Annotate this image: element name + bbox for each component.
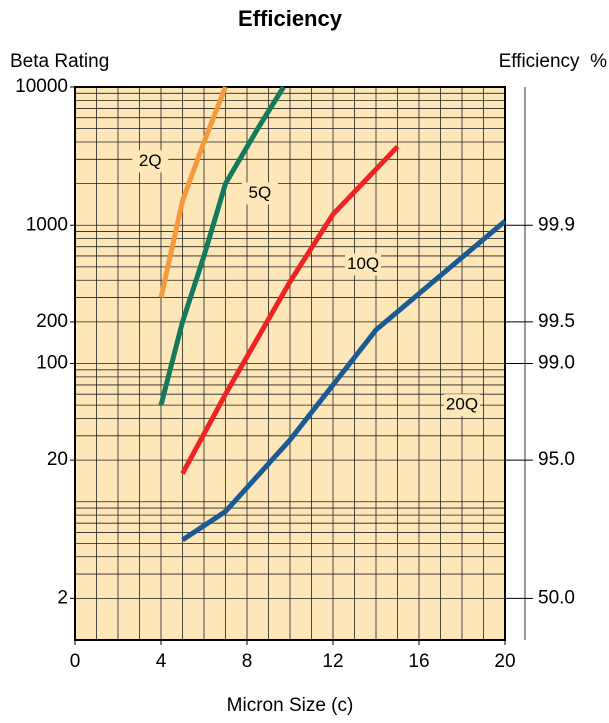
y2-tick-label: 50.0	[538, 587, 575, 608]
series-line	[181, 219, 507, 542]
y-tick-label: 100	[36, 353, 68, 374]
series-label: 5Q	[249, 183, 272, 202]
series-label-bg	[132, 150, 169, 173]
x-tick-label: 12	[322, 651, 343, 672]
series-label: 10Q	[347, 254, 379, 273]
y2-tick-label: 99.5	[538, 311, 575, 332]
series-label-bg	[345, 253, 382, 276]
series-line	[158, 85, 286, 406]
series-line	[180, 144, 400, 475]
x-tick-label: 8	[242, 651, 253, 672]
y-tick-label: 2	[57, 587, 68, 608]
y-axis-label: Beta Rating	[10, 51, 109, 72]
series-label-bg	[444, 394, 480, 417]
x-axis-label: Micron Size (c)	[227, 695, 354, 716]
y-tick-label: 1000	[26, 214, 68, 235]
x-tick-label: 20	[494, 651, 515, 672]
y-tick-label: 20	[47, 449, 68, 470]
x-tick-label: 0	[70, 651, 81, 672]
y2-tick-label: 99.0	[538, 353, 575, 374]
y2-axis-label: Efficiency %	[499, 51, 608, 72]
series-label: 20Q	[446, 395, 478, 414]
series-line	[158, 86, 228, 299]
series-label-bg	[241, 182, 278, 205]
y-tick-label: 200	[36, 311, 68, 332]
y-tick-label: 10000	[15, 76, 68, 97]
y2-tick-label: 95.0	[538, 449, 575, 470]
y2-tick-label: 99.9	[538, 214, 575, 235]
x-tick-label: 16	[408, 651, 429, 672]
x-tick-label: 4	[156, 651, 167, 672]
plot-frame	[74, 86, 506, 641]
chart-title: Efficiency	[238, 6, 343, 31]
series-label: 2Q	[139, 151, 162, 170]
